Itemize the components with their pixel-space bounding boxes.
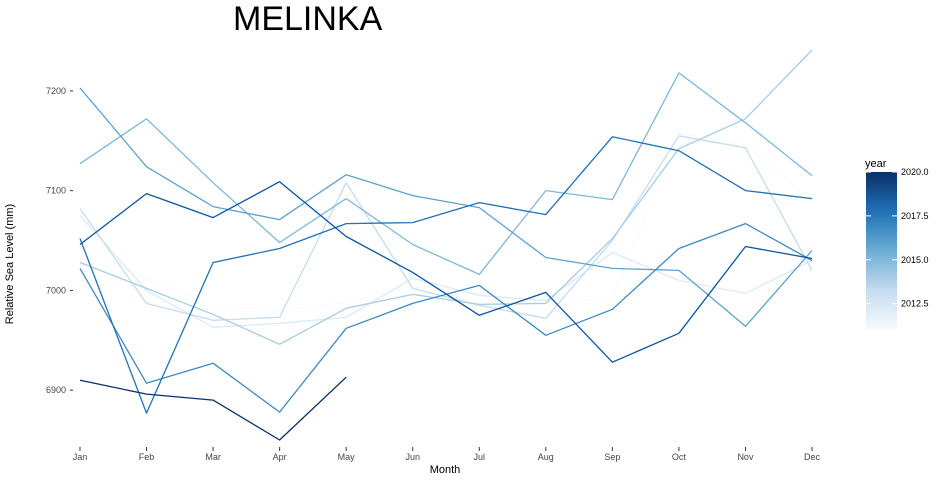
series-line-2018 [79,136,813,414]
chart-title: MELINKA [233,0,383,38]
x-tick-label: Jan [73,452,88,462]
x-tick-label: Nov [737,452,754,462]
y-axis: 6900 7000 7100 7200 [46,86,73,395]
legend-colorbar [866,172,897,330]
x-tick-label: Jun [405,452,420,462]
series-line-2017 [79,222,813,413]
legend-tick-label: 2020.0 [901,167,929,177]
x-tick-label: Dec [804,452,821,462]
series-line-2020 [79,376,347,441]
legend: year 2012.5 2015.0 2017.5 2020.0 [865,158,929,330]
x-axis: Jan Feb Mar Apr May Jun Jul Aug Sep Oct Nov Dec [73,447,821,462]
x-tick-label: Feb [139,452,155,462]
legend-tick-label: 2017.5 [901,211,929,221]
series-line-2016 [79,87,813,327]
legend-tick-label: 2012.5 [901,299,929,309]
legend-ticks: 2012.5 2015.0 2017.5 2020.0 [866,167,929,309]
series-line-2019 [79,181,813,363]
series-line-2015 [79,72,813,276]
legend-tick-label: 2015.0 [901,255,929,265]
legend-title: year [865,158,887,170]
x-tick-label: May [338,452,356,462]
y-tick-label: 6900 [46,385,66,395]
series-line-2014 [79,49,813,345]
x-tick-label: Aug [538,452,554,462]
series-line-2011 [79,132,813,311]
x-tick-label: Jul [474,452,486,462]
y-axis-label: Relative Sea Level (mm) [4,204,16,324]
y-tick-label: 7100 [46,186,66,196]
x-tick-label: Apr [273,452,287,462]
x-axis-label: Month [430,464,461,476]
x-tick-label: Oct [672,452,687,462]
series-line-2012 [79,215,813,328]
series-layer [79,49,813,441]
y-tick-label: 7000 [46,285,66,295]
series-line-2013 [79,135,813,321]
x-tick-label: Mar [205,452,221,462]
y-tick-label: 7200 [46,86,66,96]
x-tick-label: Sep [604,452,620,462]
